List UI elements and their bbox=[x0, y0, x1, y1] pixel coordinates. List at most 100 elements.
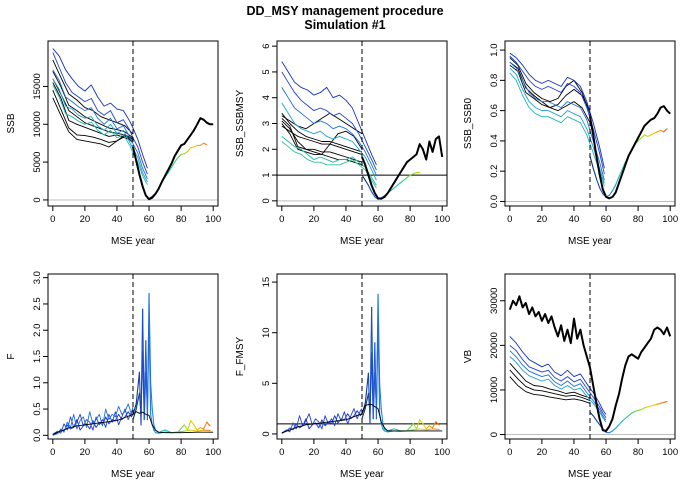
projection-segment bbox=[396, 182, 402, 186]
projection-segment bbox=[364, 392, 369, 410]
estimate-series-line bbox=[281, 141, 377, 189]
x-tick-label: 0 bbox=[50, 214, 55, 225]
projection-segment bbox=[592, 415, 597, 421]
x-tick-label: 80 bbox=[176, 447, 187, 458]
x-tick-label: 40 bbox=[112, 447, 123, 458]
y-tick-label: 15000 bbox=[32, 73, 43, 99]
y-tick-label: 0 bbox=[261, 431, 272, 436]
figure-subtitle: Simulation #1 bbox=[304, 18, 385, 32]
projection-segment bbox=[371, 191, 376, 198]
historic-series-line bbox=[281, 120, 363, 163]
projection-segment bbox=[199, 142, 205, 146]
projection-segment bbox=[637, 409, 642, 412]
projection-segment bbox=[148, 319, 152, 415]
projection-segment bbox=[637, 137, 642, 142]
x-tick-label: 0 bbox=[279, 447, 284, 458]
y-axis-title: F bbox=[6, 353, 17, 359]
panel-ssb-ssb0: 0 20 40 60 80 100 0.0 0.2 0.4 0.6 0.8 1.0 MSE year SS… bbox=[463, 40, 678, 247]
projection-segment bbox=[412, 428, 421, 431]
projection-segment bbox=[640, 407, 646, 411]
projection-segment bbox=[419, 419, 424, 425]
y-axis-title: SSB_SSBMSY bbox=[235, 90, 246, 158]
x-tick-label: 100 bbox=[434, 214, 450, 225]
projection-segment bbox=[592, 167, 597, 180]
historic-series-line bbox=[509, 362, 591, 399]
projection-segment bbox=[177, 153, 182, 159]
x-tick-label: 60 bbox=[144, 447, 155, 458]
x-tick-label: 100 bbox=[662, 447, 678, 458]
projection-segment bbox=[412, 423, 418, 430]
trajectory-series-line bbox=[361, 135, 444, 200]
projection-segment bbox=[142, 350, 145, 421]
y-tick-label: 10 bbox=[261, 327, 272, 338]
projection-segment bbox=[377, 322, 381, 415]
projection-segment bbox=[203, 421, 208, 430]
projection-segment bbox=[364, 372, 369, 405]
y-tick-label: 2.0 bbox=[32, 324, 43, 337]
projection-segment bbox=[170, 161, 176, 168]
x-tick-label: 20 bbox=[537, 447, 548, 458]
projection-segment bbox=[379, 382, 382, 410]
estimate-series-line bbox=[52, 69, 148, 179]
projection-segment bbox=[203, 142, 208, 146]
x-tick-label: 60 bbox=[373, 214, 384, 225]
projection-segment bbox=[653, 403, 658, 406]
y-tick-label: 0.0 bbox=[489, 195, 500, 208]
projection-segment bbox=[643, 134, 649, 137]
y-tick-label: 20000 bbox=[489, 332, 500, 358]
plot-area bbox=[48, 48, 218, 201]
plot-frame bbox=[504, 273, 676, 440]
projection-segment bbox=[199, 426, 205, 430]
projection-segment bbox=[621, 161, 626, 171]
projection-segment bbox=[650, 132, 655, 136]
y-axis-title: F_FMSY bbox=[235, 336, 246, 376]
x-tick-label: 40 bbox=[112, 214, 123, 225]
plot-area bbox=[277, 293, 447, 434]
projection-segment bbox=[151, 408, 155, 426]
plot-frame bbox=[47, 40, 219, 207]
plot-frame bbox=[504, 40, 676, 207]
x-tick-label: 20 bbox=[537, 214, 548, 225]
projection-segment bbox=[608, 430, 614, 434]
projection-segment bbox=[196, 426, 201, 431]
projection-segment bbox=[615, 424, 620, 429]
y-tick-label: 0.4 bbox=[489, 134, 500, 147]
historic-series-line bbox=[52, 78, 134, 140]
y-tick-label: 4 bbox=[261, 95, 272, 100]
projection-segment bbox=[611, 184, 617, 192]
projection-segment bbox=[390, 187, 395, 192]
projection-segment bbox=[186, 420, 192, 431]
projection-segment bbox=[425, 425, 430, 430]
projection-segment bbox=[399, 179, 405, 184]
x-tick-label: 0 bbox=[507, 214, 512, 225]
projection-segment bbox=[621, 417, 626, 422]
projection-segment bbox=[190, 420, 195, 426]
y-tick-label: 1 bbox=[261, 172, 272, 177]
y-tick-label: 3 bbox=[261, 121, 272, 126]
panel-vb: 0 20 40 60 80 100 0 10000 20000 30000 MSE year VB bbox=[463, 273, 678, 480]
x-axis-title: MSE year bbox=[111, 236, 156, 247]
projection-segment bbox=[406, 174, 411, 179]
trajectory-series-line bbox=[589, 105, 671, 200]
historic-series-line bbox=[52, 97, 134, 148]
historic-series-line bbox=[52, 411, 214, 435]
x-tick-label: 40 bbox=[569, 214, 580, 225]
x-axis-title: MSE year bbox=[568, 469, 613, 480]
figure-title: DD_MSY management procedure bbox=[246, 4, 443, 18]
y-tick-label: 2.5 bbox=[32, 297, 43, 310]
projection-segment bbox=[186, 147, 192, 153]
panel-ssb: 0 20 40 60 80 100 0 5000 10000 15000 MSE year SSB bbox=[6, 40, 221, 247]
x-tick-label: 100 bbox=[434, 447, 450, 458]
projection-segment bbox=[177, 424, 185, 433]
projection-segment bbox=[432, 428, 440, 430]
projection-segment bbox=[656, 402, 662, 405]
panel-ssb-ssbmsy: 0 20 40 60 80 100 0 1 2 3 4 5 6 MSE year SSB_SSBMSY bbox=[235, 40, 450, 247]
y-axis-title: SSB bbox=[6, 113, 17, 133]
estimate-series-line bbox=[52, 48, 148, 169]
projection-segment bbox=[196, 429, 205, 432]
projection-segment bbox=[624, 415, 630, 420]
projection-segment bbox=[608, 190, 614, 196]
x-tick-label: 40 bbox=[569, 447, 580, 458]
projection-segment bbox=[595, 419, 601, 426]
